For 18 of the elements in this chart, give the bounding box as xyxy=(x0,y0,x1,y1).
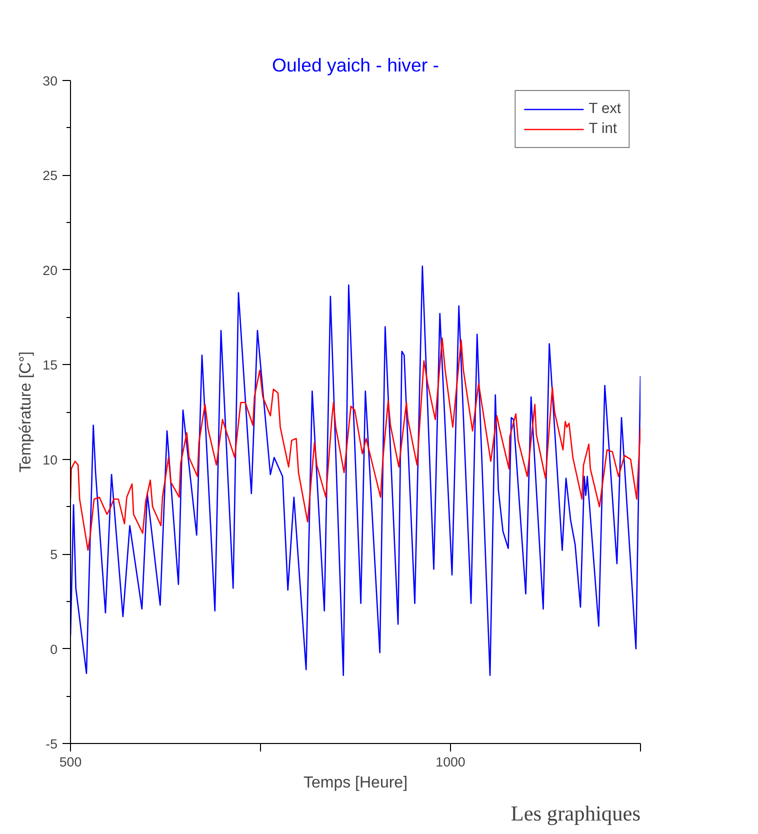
x-tick-label: 500 xyxy=(59,754,82,770)
y-tick-label: 25 xyxy=(42,168,58,184)
y-tick-label: 15 xyxy=(42,358,58,373)
chart-title: Ouled yaich - hiver - xyxy=(272,54,439,76)
line-series xyxy=(70,337,640,551)
y-tick-label: -5 xyxy=(46,736,58,752)
x-axis-title: Temps [Heure] xyxy=(303,774,408,792)
y-axis-title: Température [C°] xyxy=(18,351,35,473)
y-tick-label: 30 xyxy=(42,74,58,88)
y-tick-label: 0 xyxy=(50,642,58,657)
y-tick-label: 20 xyxy=(42,262,58,278)
x-tick-label: 1000 xyxy=(436,754,466,770)
legend-label: T ext xyxy=(588,101,621,117)
legend-label: T int xyxy=(588,121,617,137)
y-tick-label: 10 xyxy=(42,452,58,468)
y-tick-label: 5 xyxy=(50,547,58,562)
text: Les graphiques xyxy=(510,802,641,826)
line-series xyxy=(70,265,640,676)
